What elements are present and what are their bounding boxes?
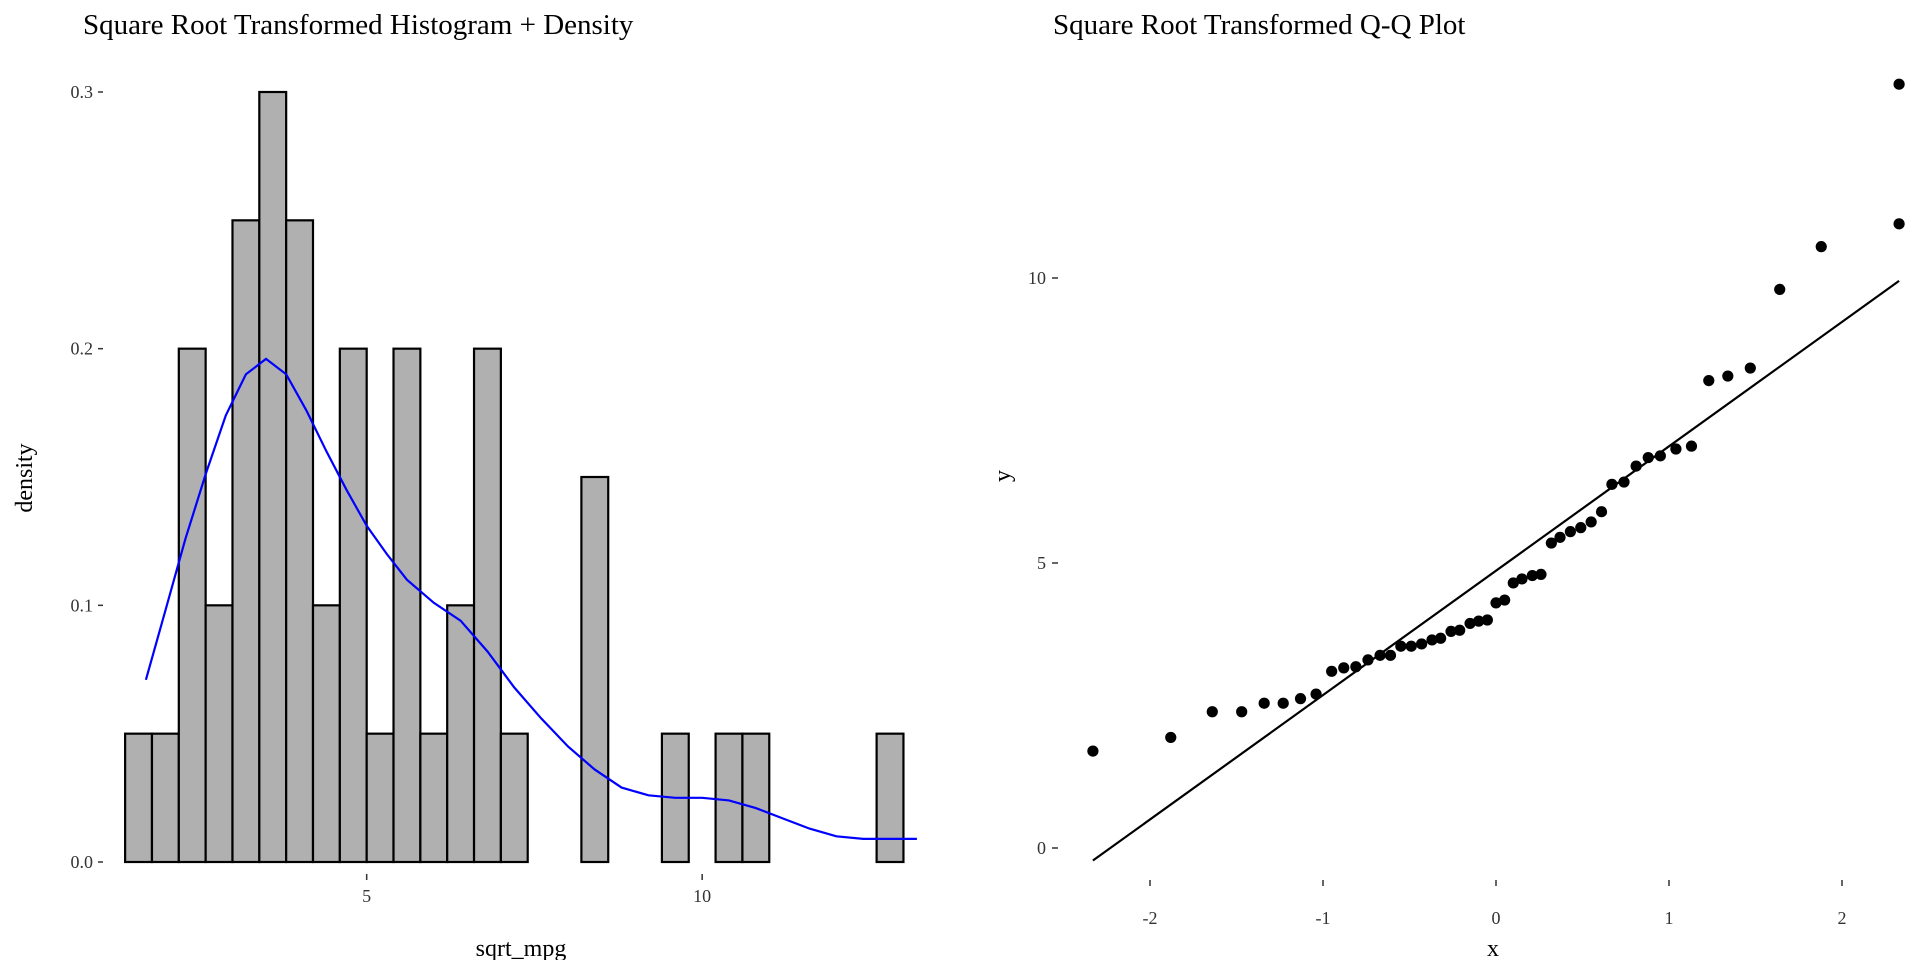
qq-x-axis-title: x (1487, 936, 1499, 960)
qq-x-tick-label-1: -1 (1316, 908, 1331, 928)
histogram-bar-5 (258, 90, 288, 864)
qq-point-46 (1774, 283, 1786, 295)
histogram-y-tick-label-3: 0.3 (71, 82, 94, 102)
qq-point-37 (1618, 476, 1630, 488)
histogram-x-axis-title: sqrt_mpg (476, 936, 567, 960)
qq-point-35 (1595, 506, 1608, 518)
histogram-y-tick-label-0: 0.0 (71, 852, 94, 872)
histogram-bar-13 (472, 347, 502, 864)
histogram-bar-0 (124, 732, 154, 864)
histogram-bar-17 (580, 475, 610, 864)
qq-point-16 (1416, 638, 1428, 650)
qq-point-18 (1435, 632, 1447, 644)
qq-point-1 (1165, 731, 1177, 744)
qq-point-21 (1464, 617, 1476, 630)
qq-point-3 (1236, 706, 1248, 718)
qq-point-28 (1526, 569, 1538, 582)
density-curve (144, 357, 917, 840)
qq-point-48 (1893, 218, 1905, 230)
qq-point-29 (1535, 568, 1547, 581)
qq-point-15 (1405, 640, 1417, 652)
qq-point-25 (1499, 594, 1511, 606)
qq-point-33 (1575, 522, 1587, 534)
histogram-y-tick-label-2: 0.2 (71, 339, 94, 359)
qq-y-tick-label-1: 5 (1037, 553, 1046, 573)
qq-point-36 (1606, 478, 1618, 490)
qq-point-44 (1722, 370, 1734, 382)
qq-y-tick-label-2: 10 (1028, 268, 1046, 288)
qq-point-42 (1685, 440, 1698, 452)
qq-point-8 (1326, 665, 1338, 677)
qq-point-2 (1206, 706, 1218, 718)
histogram-bar-4 (231, 219, 261, 864)
histogram-x-tick-label-0: 5 (362, 886, 371, 906)
histogram-bar-23 (741, 732, 771, 864)
histogram-bar-1 (150, 732, 180, 864)
histogram-bar-2 (177, 347, 207, 864)
qq-x-tick-label-2: 0 (1492, 908, 1501, 928)
qq-point-outlier (1893, 78, 1905, 90)
histogram-y-tick-label-1: 0.1 (71, 595, 94, 615)
qq-point-24 (1490, 597, 1502, 609)
qq-point-47 (1815, 241, 1827, 253)
histogram-bar-14 (499, 732, 529, 864)
histogram-bar-7 (311, 604, 341, 864)
qq-point-19 (1445, 625, 1457, 638)
qq-point-41 (1670, 443, 1682, 455)
qq-point-45 (1744, 362, 1756, 374)
qq-point-5 (1277, 697, 1289, 709)
qq-point-10 (1350, 661, 1362, 673)
qq-x-tick-label-0: -2 (1143, 908, 1158, 928)
qq-point-23 (1481, 614, 1493, 626)
qq-x-tick-label-3: 1 (1665, 908, 1674, 928)
qq-point-22 (1473, 615, 1485, 627)
histogram-bar-3 (204, 604, 234, 864)
qq-point-4 (1258, 697, 1270, 709)
qq-point-17 (1426, 634, 1438, 646)
histogram-title: Square Root Transformed Histogram + Dens… (83, 9, 634, 41)
qq-y-tick-label-0: 0 (1037, 838, 1046, 858)
qq-point-7 (1310, 688, 1322, 700)
qq-point-32 (1564, 526, 1576, 538)
histogram-bar-28 (875, 732, 905, 864)
histogram-bar-22 (714, 732, 744, 864)
histogram-bar-8 (338, 347, 368, 864)
qq-point-14 (1395, 640, 1407, 652)
qq-point-11 (1362, 654, 1374, 666)
histogram-bar-10 (392, 347, 422, 864)
qq-plot-panel: Square Root Transformed Q-Q Plot 0510-2-… (990, 9, 1905, 960)
qq-point-20 (1454, 624, 1466, 636)
histogram-bar-6 (285, 219, 315, 864)
histogram-bar-11 (419, 732, 449, 864)
qq-point-34 (1585, 516, 1597, 528)
qq-point-12 (1374, 649, 1386, 661)
histogram-axes: 0.0 0.1 0.2 0.3 5 10 (71, 82, 712, 906)
qq-point-30 (1545, 537, 1557, 549)
qq-point-13 (1384, 649, 1397, 661)
qq-x-tick-label-4: 2 (1838, 908, 1847, 928)
qq-point-38 (1630, 460, 1642, 472)
qq-axes: 0 5 10 -2 -1 0 1 2 (1028, 268, 1847, 928)
qq-point-0 (1087, 745, 1099, 757)
qq-point-31 (1554, 531, 1566, 543)
qq-points (1087, 78, 1905, 757)
histogram-panel: Square Root Transformed Histogram + Dens… (12, 9, 917, 960)
qq-plot-title: Square Root Transformed Q-Q Plot (1053, 9, 1465, 41)
qq-point-26 (1507, 577, 1519, 589)
histogram-y-axis-title: density (12, 443, 38, 512)
qq-point-9 (1338, 662, 1350, 674)
histogram-x-tick-label-1: 10 (693, 886, 711, 906)
qq-point-39 (1642, 451, 1654, 464)
histogram-bar-12 (446, 604, 476, 864)
qq-point-6 (1294, 693, 1307, 705)
qq-point-40 (1654, 450, 1666, 462)
qq-point-27 (1516, 573, 1528, 585)
histogram-bar-9 (365, 732, 395, 864)
qq-point-43 (1703, 375, 1715, 387)
qq-y-axis-title: y (990, 470, 1016, 482)
histogram-bars (124, 90, 905, 864)
qq-reference-line (1092, 279, 1900, 862)
